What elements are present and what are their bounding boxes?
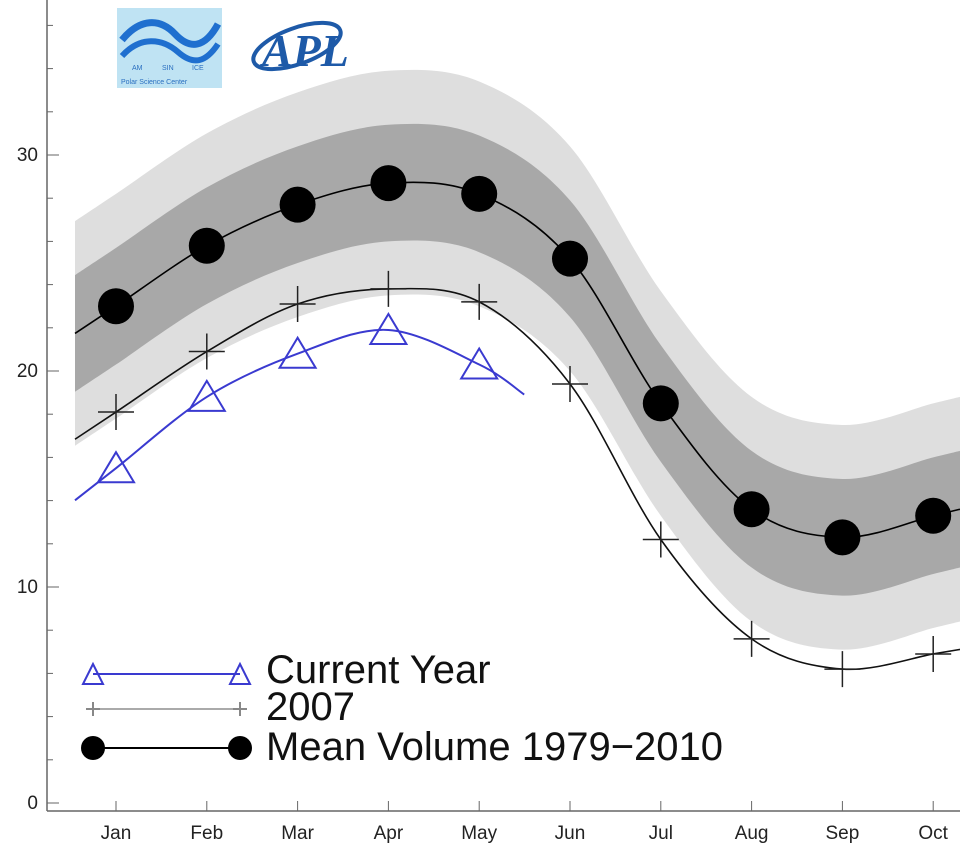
apl-logo-ring (251, 20, 343, 72)
year-2007-point (461, 283, 498, 320)
current-year-point (277, 335, 318, 369)
year-2007-point (642, 521, 679, 558)
legend-label-current-year: Current Year (266, 648, 491, 692)
x-tick-label: Mar (281, 823, 314, 844)
mean-volume-point (188, 227, 225, 264)
year-2007-point (733, 620, 770, 657)
y-tick-label: 10 (17, 577, 38, 598)
y-tick-label: 0 (27, 793, 38, 814)
mean-volume-point (915, 497, 952, 534)
logo-subtext: ICE (192, 65, 204, 72)
year-2007-point (552, 365, 588, 402)
x-tick-label: Feb (190, 823, 223, 844)
wave-icon (119, 19, 222, 48)
series-markers (96, 165, 952, 688)
x-tick-label: May (461, 823, 497, 844)
mean-volume-point (552, 240, 588, 277)
mean-volume-point (642, 385, 679, 422)
logo-subtext: SIN (162, 65, 174, 72)
mean-volume-point (279, 186, 316, 223)
mean-volume-point (824, 519, 861, 556)
mean-volume-point (98, 288, 134, 325)
y-tick-label: 20 (17, 361, 38, 382)
legend-marker-current-year (81, 661, 105, 685)
current-year-point (187, 378, 227, 412)
legend-label-2007: 2007 (266, 685, 355, 729)
legend-marker-2007 (233, 702, 247, 716)
legend: Current Year 2007 Mean Volume 1979−2010 (81, 648, 723, 769)
current-year-point (459, 346, 499, 380)
mean-volume-point (461, 175, 498, 212)
mean-volume-point (733, 491, 770, 528)
y-tick-label: 30 (17, 145, 38, 166)
year-2007-point (188, 333, 225, 370)
legend-marker-2007 (86, 702, 100, 716)
year-2007-point (824, 651, 861, 688)
axes: 0 10 20 30 Jan Feb Mar Apr May Jun Jul Aug Sep Oct (17, 0, 960, 844)
inner-std-dev-band (75, 123, 960, 596)
apl-logo-letters: APL (259, 25, 349, 76)
apl-logo: APL (251, 20, 349, 76)
legend-marker-current-year (228, 661, 252, 685)
logo-caption: Polar Science Center (121, 79, 188, 86)
x-tick-label: Oct (918, 823, 948, 844)
legend-marker-mean (81, 736, 105, 760)
x-tick-label: Aug (735, 823, 769, 844)
year-2007-point (279, 286, 316, 323)
x-tick-label: Jun (555, 823, 586, 844)
logo-subtext: AM (132, 65, 143, 72)
legend-label-mean: Mean Volume 1979−2010 (266, 725, 723, 769)
wave-icon (119, 38, 221, 64)
current-year-point (368, 312, 409, 345)
x-tick-label: Jul (649, 823, 673, 844)
series-line-0 (74, 328, 525, 502)
x-tick-label: Jan (101, 823, 132, 844)
x-tick-label: Sep (825, 823, 859, 844)
x-tick-label: Apr (374, 823, 404, 844)
year-2007-point (98, 394, 134, 431)
mean-volume-point (370, 165, 407, 202)
legend-marker-mean (228, 736, 252, 760)
year-2007-point (370, 270, 407, 307)
year-2007-point (915, 635, 952, 672)
polar-science-center-logo: AM SIN ICE Polar Science Center (117, 8, 222, 88)
current-year-point (96, 450, 136, 484)
